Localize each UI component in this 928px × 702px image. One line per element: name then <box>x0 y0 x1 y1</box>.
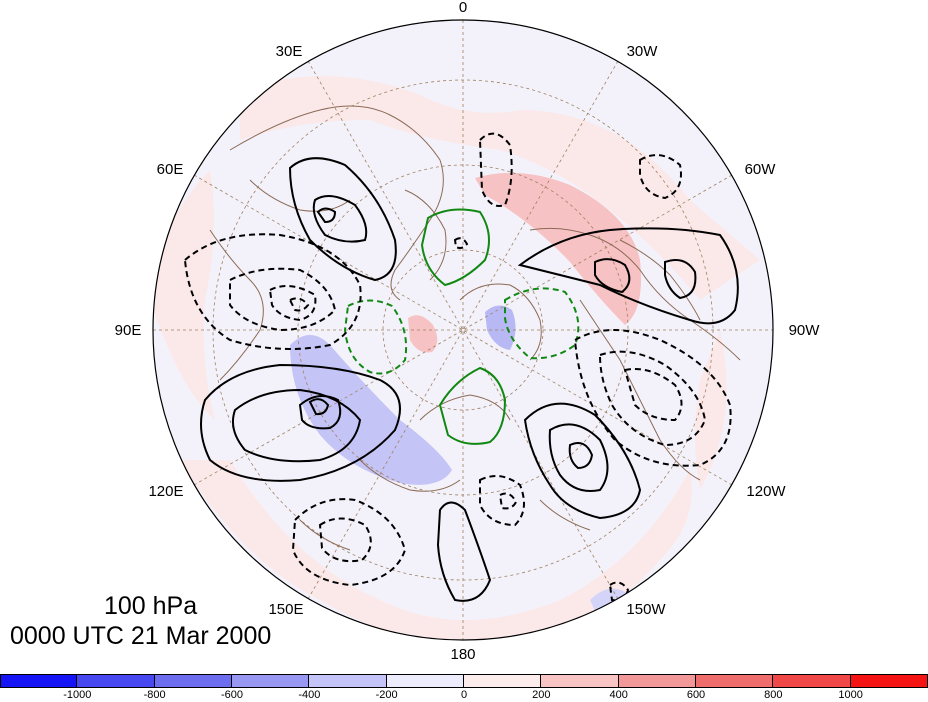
colorbar: -1000 -800 -600 -400 -200 0 200 400 600 800 1000 <box>0 674 928 702</box>
zero-contours <box>343 208 580 445</box>
colorbar-segment <box>386 674 464 688</box>
lon-label-150e: 150E <box>268 601 303 618</box>
lon-label-90e: 90E <box>115 322 142 339</box>
colorbar-segment <box>232 674 310 688</box>
colorbar-segment <box>541 674 619 688</box>
lon-label-180: 180 <box>450 646 475 663</box>
pink-shading-west <box>153 170 215 420</box>
graticule <box>153 20 773 640</box>
coastlines <box>209 105 741 551</box>
red-patch-pole <box>408 315 438 353</box>
lon-label-120w: 120W <box>746 483 786 500</box>
lon-label-90w: 90W <box>789 322 821 339</box>
colorbar-label: 0 <box>460 689 468 701</box>
blue-patch-siberia <box>290 335 452 485</box>
pink-shading-band <box>240 76 760 301</box>
colorbar-segment <box>773 674 851 688</box>
negative-contours <box>183 132 732 602</box>
red-patch-atlantic <box>475 172 641 325</box>
positive-contours <box>200 157 739 602</box>
colorbar-segment <box>77 674 155 688</box>
lon-label-120e: 120E <box>148 483 183 500</box>
colorbar-label: 1000 <box>838 689 863 701</box>
lon-label-30e: 30E <box>276 43 303 60</box>
colorbar-label: 400 <box>609 689 628 701</box>
colorbar-segment <box>154 674 232 688</box>
colorbar-segment <box>0 674 78 688</box>
colorbar-label: 200 <box>532 689 551 701</box>
colorbar-segment <box>464 674 542 688</box>
colorbar-segment <box>309 674 387 688</box>
colorbar-label: -600 <box>220 689 244 701</box>
colorbar-segment <box>618 674 696 688</box>
colorbar-label: -400 <box>298 689 321 701</box>
colorbar-label: -200 <box>375 689 398 701</box>
colorbar-label: 800 <box>764 689 783 701</box>
polar-map: 0 30W 60W 90W 120W 150W 180 150E 120E 90… <box>115 0 821 663</box>
pink-shading-south <box>180 460 692 640</box>
colorbar-label: 600 <box>686 689 706 701</box>
colorbar-label: -800 <box>143 689 166 701</box>
valid-time-title: 0000 UTC 21 Mar 2000 <box>10 622 272 650</box>
lon-label-0: 0 <box>459 0 467 16</box>
colorbar-segment <box>696 674 774 688</box>
pink-shading-east <box>695 330 727 490</box>
colorbar-segment <box>850 674 928 688</box>
colorbar-label: -1000 <box>63 689 92 701</box>
lon-label-30w: 30W <box>627 43 659 60</box>
blue-patch-pole <box>485 305 516 350</box>
lon-label-60e: 60E <box>157 161 184 178</box>
lon-label-60w: 60W <box>745 161 777 178</box>
pressure-level-title: 100 hPa <box>104 592 198 620</box>
map-border <box>152 19 774 641</box>
lon-label-150w: 150W <box>626 601 666 618</box>
